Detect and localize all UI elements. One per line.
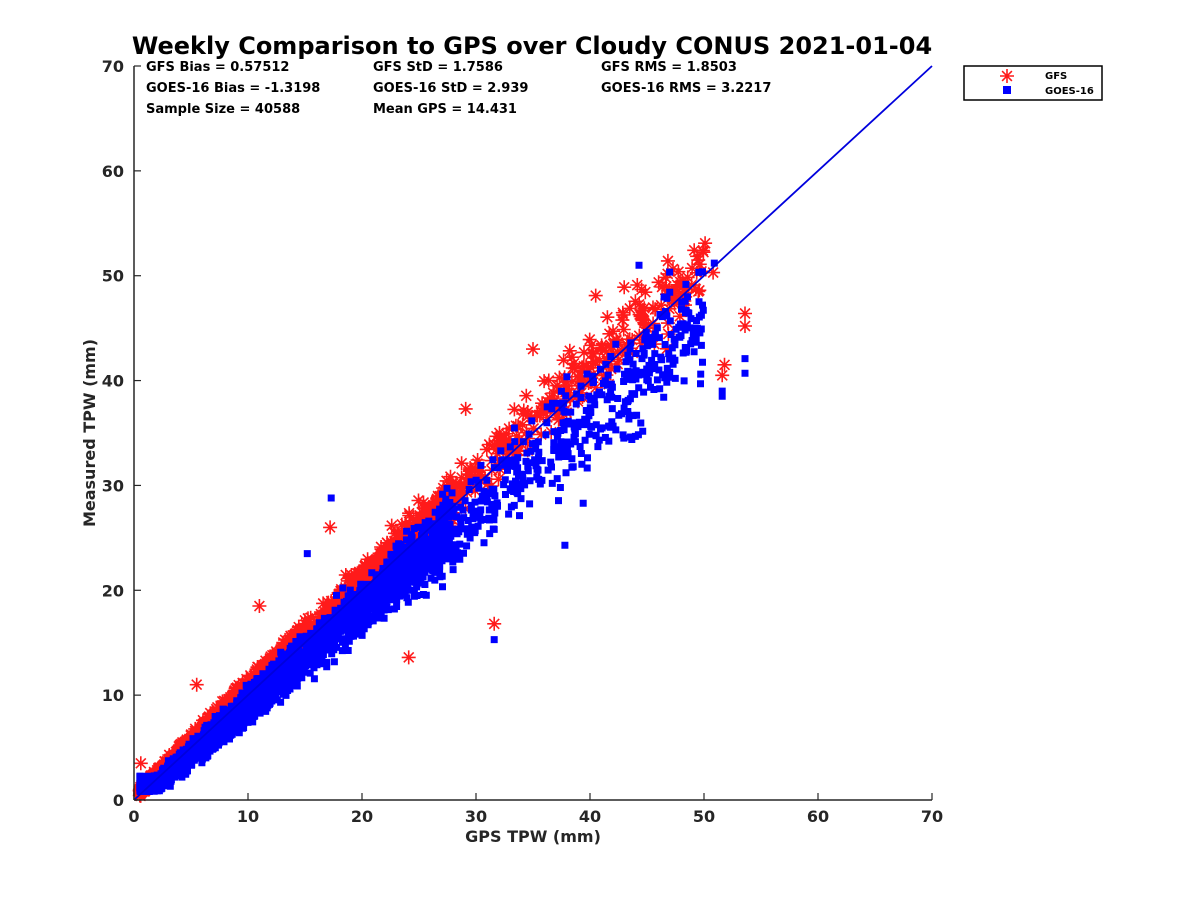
y-tick-label: 50	[102, 267, 124, 286]
y-tick-label: 0	[113, 791, 124, 810]
y-tick-label: 10	[102, 686, 124, 705]
tick-layer: 0 10 20 30 40 50 60 70 0 10 20 30 40 50 60 70	[102, 57, 943, 826]
x-tick-label: 60	[807, 807, 829, 826]
y-axis-label: Measured TPW (mm)	[80, 339, 99, 527]
y-tick-label: 60	[102, 162, 124, 181]
y-tick-label: 20	[102, 581, 124, 600]
stat-gfs-std: GFS StD = 1.7586	[373, 60, 503, 75]
stat-gfs-rms: GFS RMS = 1.8503	[601, 60, 737, 75]
stat-sample-size: Sample Size = 40588	[146, 102, 300, 117]
legend-gfs-label: GFS	[1045, 71, 1067, 82]
chart-title: Weekly Comparison to GPS over Cloudy CON…	[132, 32, 932, 60]
stat-goes-rms: GOES-16 RMS = 3.2217	[601, 81, 771, 96]
x-tick-label: 10	[237, 807, 259, 826]
y-tick-label: 70	[102, 57, 124, 76]
legend-box	[963, 65, 1103, 101]
data-layer	[132, 236, 752, 803]
x-tick-label: 70	[921, 807, 943, 826]
y-tick-label: 40	[102, 372, 124, 391]
stats-block: GFS Bias = 0.57512 GFS StD = 1.7586 GFS …	[146, 60, 771, 117]
x-tick-label: 40	[579, 807, 601, 826]
y-tick-label: 30	[102, 476, 124, 495]
legend-gfs-asterisk-icon	[1000, 69, 1014, 83]
goes-16-square-markers	[136, 259, 749, 796]
stat-goes-std: GOES-16 StD = 2.939	[373, 81, 528, 96]
legend: GFS GOES-16	[963, 65, 1103, 101]
stat-goes-bias: GOES-16 Bias = -1.3198	[146, 81, 320, 96]
legend-goes-square-icon	[1003, 86, 1011, 94]
stat-gfs-bias: GFS Bias = 0.57512	[146, 60, 289, 75]
x-tick-label: 20	[351, 807, 373, 826]
x-tick-label: 50	[693, 807, 715, 826]
x-tick-label: 0	[128, 807, 139, 826]
stat-mean-gps: Mean GPS = 14.431	[373, 102, 517, 117]
x-tick-label: 30	[465, 807, 487, 826]
reference-line	[133, 65, 933, 801]
x-axis-label: GPS TPW (mm)	[465, 827, 601, 846]
legend-goes-label: GOES-16	[1045, 86, 1094, 97]
series-goes-16	[136, 259, 749, 796]
